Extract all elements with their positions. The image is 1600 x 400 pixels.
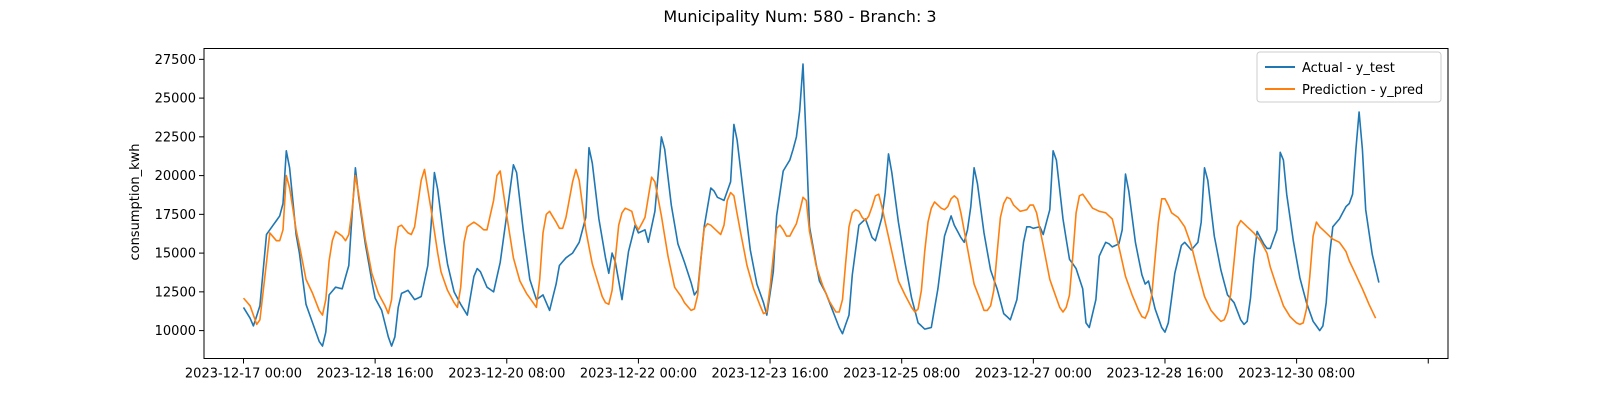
y-axis-label: consumption_kwh: [128, 143, 143, 260]
y-axis: 10000 12500 15000 17500 20000 22500 25000 27500: [155, 53, 204, 339]
x-tick-label: 2023-12-20 08:00: [448, 367, 565, 382]
x-tick-label: 2023-12-28 16:00: [1106, 367, 1223, 382]
x-tick-label: 2023-12-25 08:00: [843, 367, 960, 382]
legend-label-actual: Actual - y_test: [1302, 61, 1395, 76]
x-tick-label: 2023-12-22 00:00: [580, 367, 697, 382]
legend: Actual - y_test Prediction - y_pred: [1256, 51, 1442, 103]
x-tick-label: 2023-12-17 00:00: [185, 367, 302, 382]
series-line-prediction: [242, 168, 1377, 326]
y-tick-label: 25000: [155, 92, 196, 107]
y-tick-label: 10000: [155, 324, 196, 339]
legend-label-prediction: Prediction - y_pred: [1302, 83, 1423, 98]
plot-frame: [203, 48, 1449, 359]
y-tick-label: 17500: [155, 208, 196, 223]
y-tick-label: 12500: [155, 285, 196, 300]
x-tick-label: 2023-12-27 00:00: [975, 367, 1092, 382]
x-tick-label: 2023-12-18 16:00: [317, 367, 434, 382]
y-tick-label: 20000: [155, 169, 196, 184]
y-tick-label: 15000: [155, 247, 196, 262]
x-tick-label: 2023-12-30 08:00: [1238, 367, 1355, 382]
legend-box: [1256, 51, 1442, 103]
x-tick-label: 2023-12-23 16:00: [711, 367, 828, 382]
y-tick-label: 22500: [155, 130, 196, 145]
chart-title: Municipality Num: 580 - Branch: 3: [663, 7, 936, 26]
y-tick-label: 27500: [155, 53, 196, 68]
series-layer: [242, 63, 1380, 347]
x-axis: 2023-12-17 00:00 2023-12-18 16:00 2023-12-…: [185, 358, 1429, 382]
